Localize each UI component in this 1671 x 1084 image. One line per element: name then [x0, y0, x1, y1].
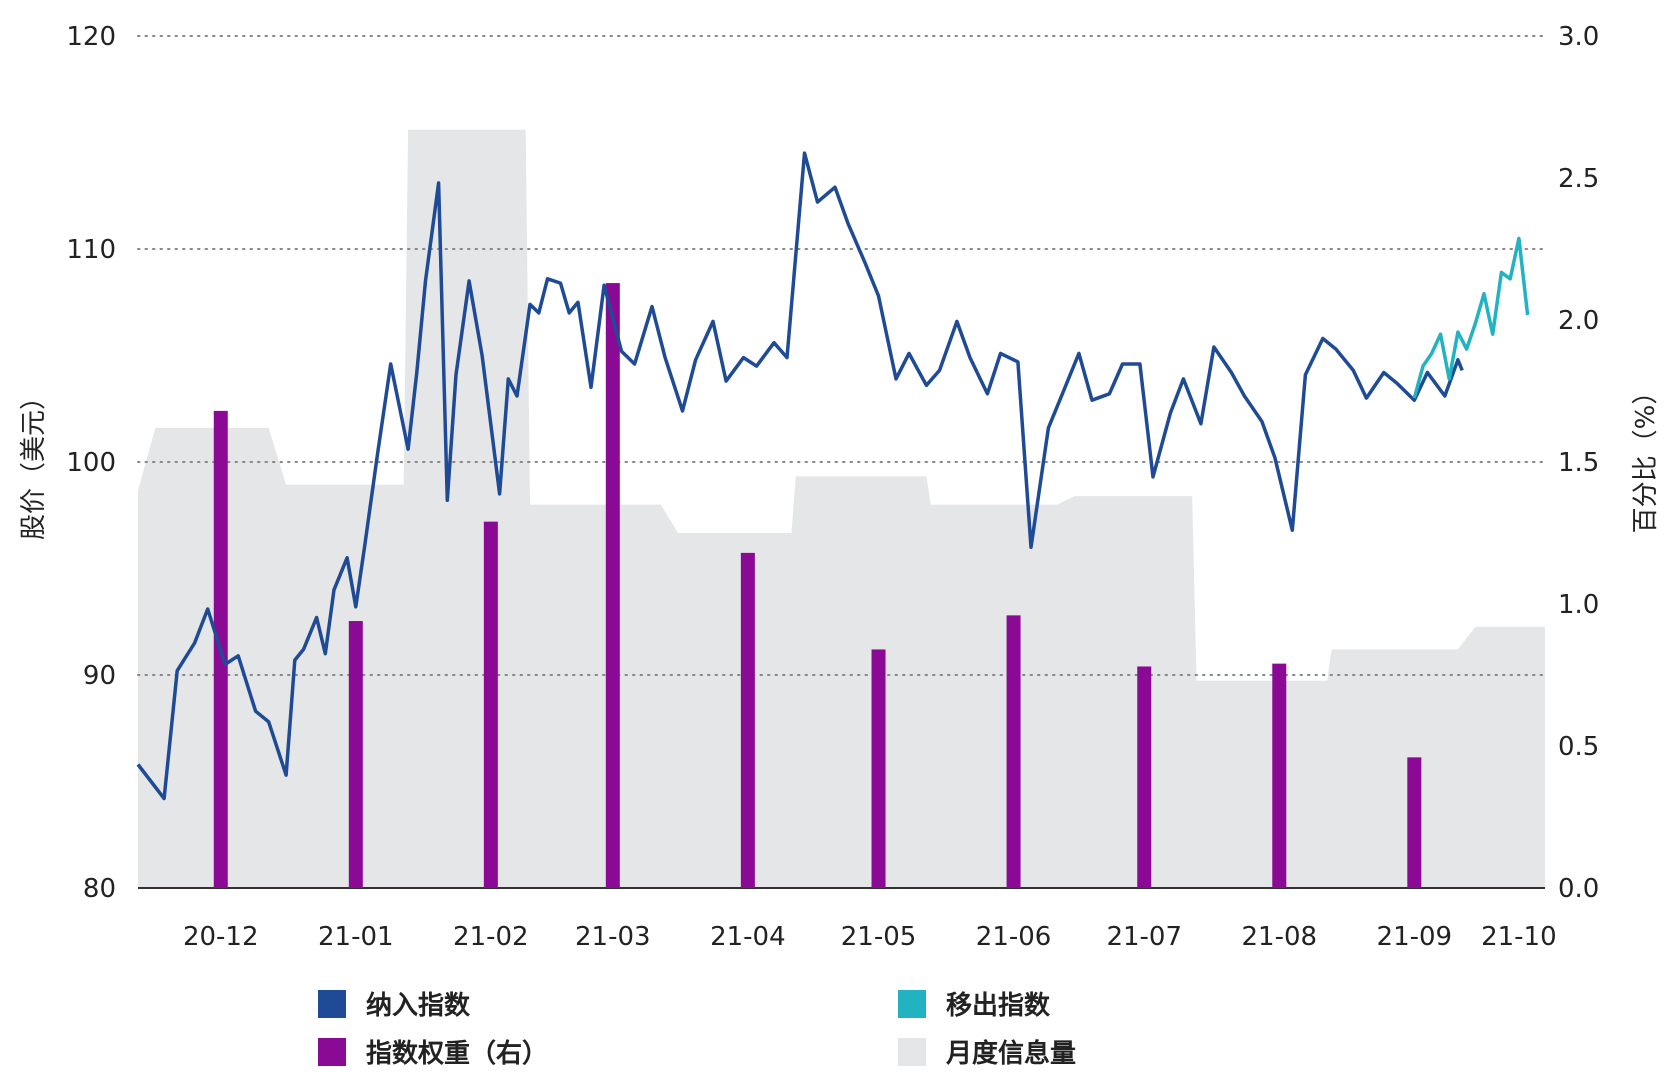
x-tick-label: 21-09	[1377, 922, 1453, 952]
legend-label-volume: 月度信息量	[946, 1039, 1077, 1069]
y-right-tick-label: 0.5	[1558, 732, 1599, 762]
grid-lines	[137, 35, 1546, 676]
legend-swatch-volume	[898, 1037, 926, 1066]
weight-bar	[1407, 757, 1422, 888]
x-ticks: 20-12 21-01 21-02 21-03 21-04 21-05 21-06 21-07…	[183, 922, 1557, 952]
y-left-tick-label: 90	[83, 661, 116, 691]
weight-bar	[1272, 663, 1287, 888]
y-right-tick-label: 1.0	[1558, 590, 1599, 620]
legend-swatch-removed	[898, 989, 926, 1018]
legend-swatch-weight	[318, 1037, 346, 1066]
x-tick-label: 21-02	[453, 922, 529, 952]
x-tick-label: 21-07	[1106, 922, 1182, 952]
weight-bar	[483, 521, 498, 888]
legend-item-volume: 月度信息量	[898, 1033, 1076, 1070]
weight-bar	[605, 283, 620, 889]
weight-bar	[1137, 666, 1152, 888]
legend-item-weight: 指数权重（右）	[318, 1033, 548, 1070]
y-left-tick-label: 110	[66, 235, 116, 265]
weight-bar	[740, 552, 755, 888]
y-left-ticks: 80 90 100 110 120	[66, 22, 116, 904]
x-tick-label: 21-10	[1481, 922, 1557, 952]
legend-item-included: 纳入指数	[318, 985, 470, 1022]
weight-bar	[1006, 615, 1021, 888]
y-right-tick-label: 0.0	[1558, 874, 1599, 904]
y-right-tick-label: 1.5	[1558, 448, 1599, 478]
x-tick-label: 21-06	[976, 922, 1052, 952]
weight-bar	[871, 649, 886, 888]
y-left-tick-label: 120	[66, 22, 116, 52]
legend-label-weight: 指数权重（右）	[366, 1039, 549, 1069]
x-tick-label: 21-08	[1242, 922, 1318, 952]
x-tick-label: 21-05	[841, 922, 917, 952]
weight-bar	[348, 621, 363, 888]
y-right-tick-label: 2.0	[1558, 306, 1599, 336]
x-tick-label: 21-03	[575, 922, 651, 952]
y-left-tick-label: 100	[66, 448, 116, 478]
y-right-axis-title: 百分比（%）	[1631, 379, 1661, 534]
legend-swatch-included	[318, 989, 346, 1018]
y-right-tick-label: 3.0	[1558, 22, 1599, 52]
y-left-tick-label: 80	[83, 874, 116, 904]
series-included-line	[136, 151, 1464, 801]
x-tick-label: 21-01	[318, 922, 394, 952]
legend-item-removed: 移出指数	[898, 985, 1050, 1022]
y-right-ticks: 0.0 0.5 1.0 1.5 2.0 2.5 3.0	[1558, 22, 1599, 904]
x-tick-label: 21-04	[710, 922, 786, 952]
x-tick-label: 20-12	[183, 922, 259, 952]
y-right-tick-label: 2.5	[1558, 164, 1599, 194]
series-removed-line	[1412, 236, 1530, 399]
y-left-axis-title: 股价（美元）	[19, 384, 49, 540]
legend-label-included: 纳入指数	[366, 991, 471, 1021]
legend-label-removed: 移出指数	[946, 991, 1051, 1021]
